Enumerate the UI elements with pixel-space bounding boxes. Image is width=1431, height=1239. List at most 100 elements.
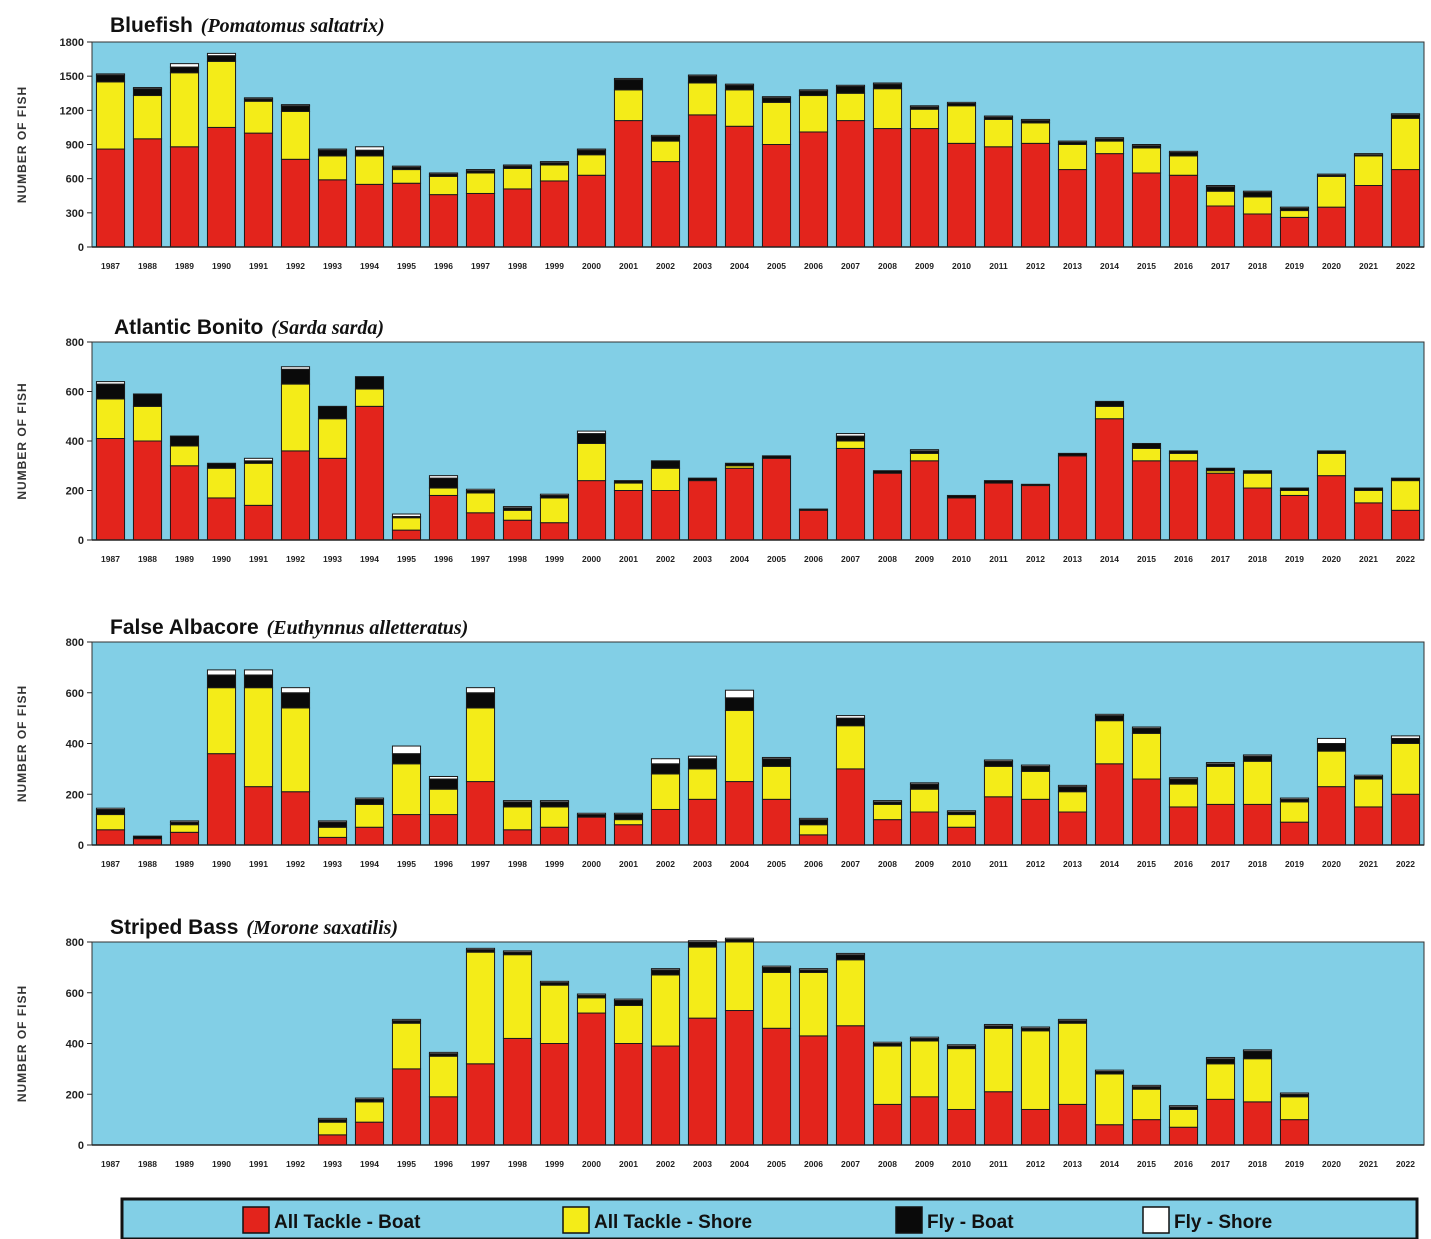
chart-panel-bluefish: Bluefish (Pomatomus saltatrix) 0 300 600 90… [15, 14, 1425, 271]
bar-segment [613, 1043, 644, 1146]
bar-segment [428, 1051, 459, 1055]
bar-segment [1020, 1030, 1051, 1110]
x-tick-label: 2002 [656, 554, 675, 564]
bar-segment [280, 450, 311, 541]
x-tick-label: 1989 [175, 261, 194, 271]
x-tick-label: 1995 [397, 554, 416, 564]
x-tick-label: 2005 [767, 859, 786, 869]
bar-segment [465, 687, 496, 694]
bar-segment [354, 376, 385, 390]
x-tick-label: 2004 [730, 261, 749, 271]
x-tick-label: 2017 [1211, 859, 1230, 869]
x-tick-label: 1993 [323, 1159, 342, 1169]
x-tick-label: 1991 [249, 554, 268, 564]
bar-segment [1205, 762, 1236, 765]
bar-segment [169, 445, 200, 467]
x-tick-label: 1999 [545, 1159, 564, 1169]
bar-segment [946, 497, 977, 541]
bar-segment [502, 509, 533, 521]
bar-segment [1353, 778, 1384, 808]
bar-segment [391, 1068, 422, 1146]
bar-segment [1168, 174, 1199, 248]
bar-segment [1020, 1026, 1051, 1029]
x-tick-label: 2001 [619, 261, 638, 271]
bar-segment [1205, 1058, 1236, 1065]
bar-segment [1131, 147, 1162, 174]
bar-segment [1205, 205, 1236, 248]
x-tick-label: 2001 [619, 554, 638, 564]
bar-segment [317, 148, 348, 151]
bar-segment [1057, 140, 1088, 143]
chart-panel-atlantic-bonito: Atlantic Bonito (Sarda sarda) 0 200 400 600… [15, 316, 1425, 564]
x-tick-label: 1994 [360, 261, 379, 271]
bar-segment [835, 717, 866, 727]
bar-segment [95, 814, 126, 831]
chart-title: Striped Bass [110, 916, 238, 939]
bar-segment [909, 783, 940, 790]
bar-segment [576, 430, 607, 435]
bar-segment [761, 455, 792, 459]
bar-segment [613, 482, 644, 492]
chart-title: False Albacore [110, 616, 259, 639]
bar-segment [1131, 1119, 1162, 1146]
bar-segment [687, 940, 718, 943]
bar-segment [317, 821, 348, 828]
bar-segment [317, 405, 348, 420]
bar-segment [650, 140, 681, 163]
bar-segment [1131, 447, 1162, 462]
bar-segment [946, 810, 977, 813]
bar-segment [243, 669, 274, 676]
bar-segment [650, 763, 681, 775]
bar-segment [872, 1103, 903, 1146]
bar-segment [909, 782, 940, 785]
bar-segment [428, 477, 459, 489]
y-tick-label: 200 [66, 1089, 84, 1101]
bar-segment [613, 1004, 644, 1045]
bar-segment [1020, 764, 1051, 767]
bar-segment [465, 488, 496, 492]
x-tick-label: 2005 [767, 261, 786, 271]
chart-title: Bluefish [110, 14, 193, 37]
bar-segment [1353, 155, 1384, 186]
bar-segment [1279, 821, 1310, 846]
bar-segment [206, 55, 237, 62]
bar-segment [354, 798, 385, 805]
bar-segment [687, 755, 718, 760]
bar-segment [983, 796, 1014, 846]
bar-segment [650, 460, 681, 469]
y-tick-label: 1500 [60, 71, 84, 83]
bar-segment [1242, 755, 1273, 762]
chart-subtitle: (Morone saxatilis) [246, 917, 398, 939]
bar-segment [687, 75, 718, 84]
bar-segment [946, 142, 977, 248]
chart-title: Atlantic Bonito [114, 316, 263, 339]
x-tick-label: 2019 [1285, 859, 1304, 869]
bar-segment [502, 800, 533, 803]
bar-segment [317, 1134, 348, 1146]
bar-segment [1020, 142, 1051, 248]
x-tick-label: 2015 [1137, 554, 1156, 564]
bar-segment [428, 487, 459, 496]
y-axis-label: NUMBER OF FISH [15, 985, 29, 1102]
bar-segment [539, 826, 570, 846]
bar-segment [576, 174, 607, 248]
x-tick-label: 2017 [1211, 261, 1230, 271]
bar-segment [206, 687, 237, 755]
bar-segment [946, 814, 977, 828]
x-tick-label: 1988 [138, 554, 157, 564]
x-tick-label: 1989 [175, 1159, 194, 1169]
bar-segment [872, 472, 903, 541]
bar-segment [169, 63, 200, 68]
x-tick-label: 1997 [471, 261, 490, 271]
legend-item-fly-shore: Fly - Shore [1142, 1206, 1272, 1234]
bar-segment [909, 788, 940, 813]
bar-segment [169, 146, 200, 248]
x-tick-label: 2010 [952, 261, 971, 271]
bar-segment [539, 522, 570, 541]
x-tick-label: 2003 [693, 554, 712, 564]
bar-segment [465, 492, 496, 514]
y-tick-label: 1200 [60, 105, 84, 117]
bar-segment [576, 148, 607, 151]
bar-segment [428, 1096, 459, 1146]
